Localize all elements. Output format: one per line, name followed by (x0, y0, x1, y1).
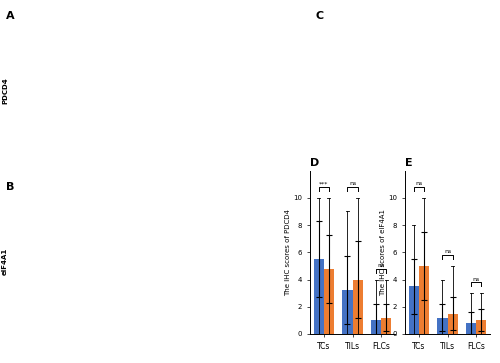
Bar (342, 290, 352, 334)
Y-axis label: The IHC scores of PDCD4: The IHC scores of PDCD4 (284, 209, 290, 296)
Bar (419, 266, 429, 334)
Text: ns: ns (472, 277, 480, 282)
Bar (476, 320, 486, 334)
Text: ***: *** (319, 181, 328, 186)
Bar (371, 320, 381, 334)
Text: C: C (315, 11, 323, 21)
Text: ns: ns (416, 181, 422, 186)
Text: PDCD4: PDCD4 (2, 77, 8, 104)
Text: B: B (6, 182, 14, 192)
Bar (409, 286, 419, 334)
Bar (448, 314, 458, 334)
Text: eIF4A1: eIF4A1 (2, 248, 8, 275)
Bar (314, 259, 324, 334)
Bar (381, 318, 391, 334)
Y-axis label: The IHC scores of eIF4A1: The IHC scores of eIF4A1 (380, 209, 386, 296)
Text: D: D (310, 158, 320, 168)
Bar (466, 323, 476, 334)
Text: ns: ns (444, 249, 451, 254)
Text: A: A (6, 11, 15, 21)
Bar (324, 269, 334, 334)
Text: ns: ns (349, 181, 356, 186)
Bar (352, 280, 362, 334)
Text: ns: ns (378, 263, 384, 268)
Text: E: E (405, 158, 412, 168)
Bar (438, 318, 448, 334)
